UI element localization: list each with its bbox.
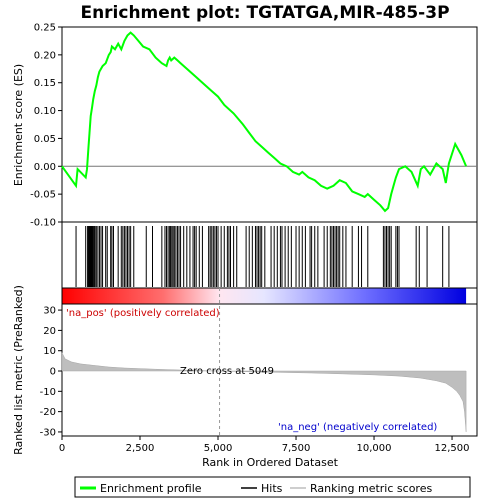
metric-y-ticks: -30 -20 -10 0 10 20 30 — [40, 306, 62, 438]
es-panel-frame — [61, 26, 478, 223]
es-y-tick-label: 0.05 — [34, 134, 56, 145]
x-tick-label: 5,000 — [204, 443, 233, 454]
na-pos-label: 'na_pos' (positively correlated) — [66, 308, 220, 319]
es-y-tick-label: 0.00 — [34, 162, 56, 173]
metric-y-tick-label: -30 — [40, 427, 56, 438]
x-tick-label: 7,500 — [282, 443, 311, 454]
legend-label-metric: Ranking metric scores — [310, 482, 432, 495]
metric-panel: -30 -20 -10 0 10 20 30 'na_pos' (positively co… — [12, 285, 478, 455]
metric-y-tick-label: 30 — [43, 306, 56, 317]
hit-markers — [75, 226, 450, 287]
zero-cross-label: Zero cross at 5049 — [180, 366, 274, 377]
es-y-tick-label: 0.25 — [34, 23, 56, 34]
x-tick-label: 12,500 — [435, 443, 470, 454]
hits-panel-frame — [61, 221, 478, 289]
enrichment-profile-line — [61, 31, 468, 213]
legend-label-enrichment: Enrichment profile — [100, 482, 202, 495]
es-y-tick-label: 0.15 — [34, 78, 56, 89]
metric-y-tick-label: -10 — [40, 387, 56, 398]
chart-title: Enrichment plot: TGTATGA,MIR-485-3P — [80, 3, 449, 23]
x-tick-label: 10,000 — [357, 443, 392, 454]
legend-frame — [74, 476, 471, 498]
es-y-tick-label: -0.05 — [30, 190, 56, 201]
x-ticks: 0 2,500 5,000 7,500 10,000 12,500 — [59, 436, 470, 454]
metric-y-tick-label: 20 — [43, 326, 56, 337]
es-y-ticks: -0.10 -0.05 0.00 0.05 0.10 0.15 0.20 0.25 — [30, 23, 62, 229]
na-neg-label: 'na_neg' (negatively correlated) — [278, 422, 437, 433]
es-panel: -0.10 -0.05 0.00 0.05 0.10 0.15 0.20 0.25 Enric… — [12, 23, 478, 229]
metric-y-tick-label: 0 — [50, 367, 56, 378]
legend: Enrichment profile Hits Ranking metric s… — [74, 476, 471, 498]
rank-color-bar — [62, 288, 467, 304]
es-y-tick-label: 0.20 — [34, 50, 56, 61]
x-axis-label: Rank in Ordered Dataset — [202, 456, 339, 469]
x-tick-label: 2,500 — [126, 443, 155, 454]
ranking-metric-area — [61, 352, 467, 432]
es-y-tick-label: 0.10 — [34, 106, 56, 117]
metric-y-tick-label: -20 — [40, 407, 56, 418]
es-y-tick-label: -0.10 — [30, 218, 56, 229]
es-y-axis-label: Enrichment score (ES) — [12, 64, 25, 186]
metric-y-axis-label: Ranked list metric (PreRanked) — [12, 285, 25, 455]
x-tick-label: 0 — [59, 443, 65, 454]
metric-y-tick-label: 10 — [43, 346, 56, 357]
legend-label-hits: Hits — [261, 482, 283, 495]
hits-panel — [61, 221, 478, 289]
